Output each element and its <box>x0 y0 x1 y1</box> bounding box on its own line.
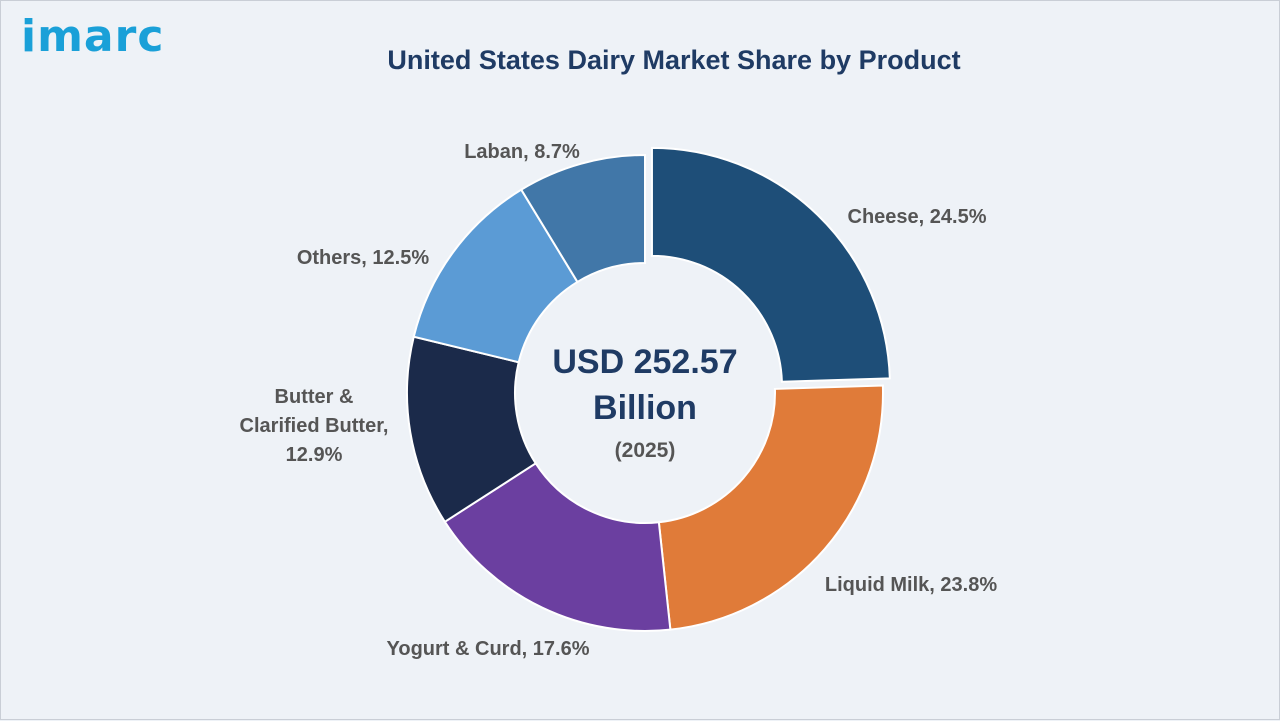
label-butter-clarified-butter: Butter & Clarified Butter, 12.9% <box>240 386 389 466</box>
label-cheese: Cheese, 24.5% <box>848 206 987 228</box>
center-year: (2025) <box>615 439 676 462</box>
slice-yogurt-curd <box>443 461 672 632</box>
slice-liquid-milk <box>657 384 884 631</box>
label-yogurt-curd: Yogurt & Curd, 17.6% <box>387 638 590 660</box>
slice-cheese <box>650 146 891 383</box>
brand-logo: imarc <box>21 11 165 62</box>
center-value-line1: USD 252.57 <box>552 343 737 381</box>
label-others: Others, 12.5% <box>297 247 430 269</box>
chart-title: United States Dairy Market Share by Prod… <box>387 45 961 75</box>
label-liquid-milk: Liquid Milk, 23.8% <box>825 574 997 596</box>
slice-laban <box>519 153 646 284</box>
center-value-line2: Billion <box>593 389 697 427</box>
label-laban: Laban, 8.7% <box>464 141 580 163</box>
